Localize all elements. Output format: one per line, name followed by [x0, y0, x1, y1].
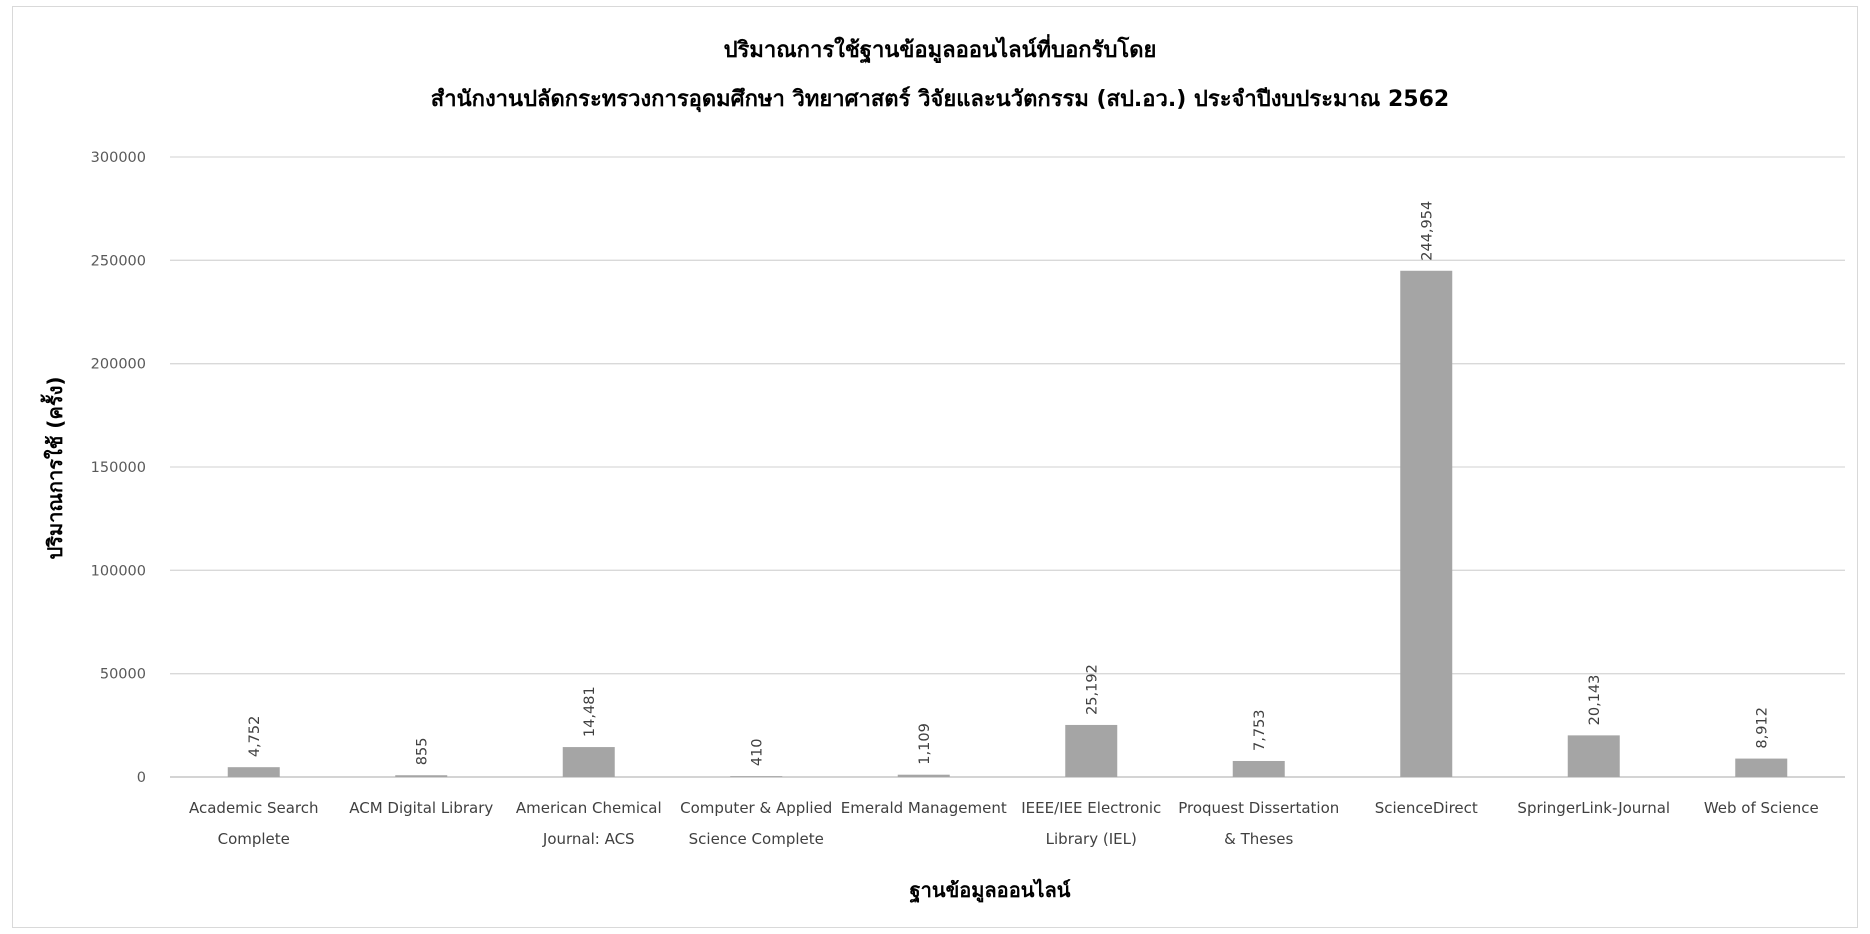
data-label: 4,752	[247, 716, 263, 758]
category-label: Emerald Management	[841, 799, 1007, 817]
data-label: 25,192	[1084, 664, 1100, 715]
category-label: Journal: ACS	[542, 830, 635, 848]
category-label: Academic Search	[189, 799, 319, 817]
bar	[897, 774, 950, 777]
category-label: American Chemical	[516, 799, 662, 817]
bar	[1400, 270, 1453, 777]
chart-title-line-2: สำนักงานปลัดกระทรวงการอุดมศึกษา วิทยาศาส…	[431, 86, 1449, 113]
data-label: 7,753	[1252, 709, 1268, 751]
x-axis-title: ฐานข้อมูลออนไลน์	[910, 878, 1071, 904]
y-tick-label: 50000	[100, 667, 146, 683]
bar	[1735, 758, 1788, 777]
bar	[1567, 735, 1620, 777]
data-label: 20,143	[1587, 675, 1603, 726]
y-tick-label: 300000	[91, 150, 146, 166]
category-label: IEEE/IEE Electronic	[1021, 799, 1161, 817]
y-tick-label: 200000	[91, 357, 146, 373]
data-label: 8,912	[1754, 707, 1770, 749]
category-label: ACM Digital Library	[349, 799, 493, 817]
bar	[1232, 760, 1285, 777]
category-label: Computer & Applied	[680, 799, 832, 817]
gridlines	[170, 156, 1845, 778]
data-label: 855	[414, 738, 430, 766]
category-label: & Theses	[1224, 830, 1293, 848]
y-tick-label: 250000	[91, 253, 146, 269]
y-tick-label: 100000	[91, 563, 146, 579]
bars	[227, 270, 1788, 777]
y-axis-ticks: 0 50000 100000 150000 200000 250000 300000	[91, 150, 146, 786]
data-label: 410	[749, 738, 765, 766]
y-axis-title: ปริมาณการใช้ (ครั้ง)	[40, 377, 67, 560]
category-label: SpringerLink-Journal	[1517, 799, 1670, 817]
bar	[395, 775, 448, 777]
bar	[562, 747, 615, 777]
data-label: 1,109	[917, 723, 933, 765]
category-label: Library (IEL)	[1046, 830, 1137, 848]
category-label: Web of Science	[1704, 799, 1819, 817]
data-label: 244,954	[1419, 201, 1435, 261]
category-label: Proquest Dissertation	[1178, 799, 1339, 817]
y-tick-label: 150000	[91, 460, 146, 476]
category-label: ScienceDirect	[1375, 799, 1478, 817]
bar	[227, 767, 280, 777]
bar	[730, 776, 783, 777]
data-label: 14,481	[582, 686, 598, 737]
category-label: Science Complete	[689, 830, 824, 848]
y-tick-label: 0	[137, 770, 146, 786]
category-label: Complete	[218, 830, 290, 848]
data-labels: 4,752 855 14,481 410 1,109 25,192 7,753 244,954…	[247, 201, 1771, 766]
chart-title-line-1: ปริมาณการใช้ฐานข้อมูลออนไลน์ที่บอกรับโดย	[724, 33, 1157, 64]
x-axis-categories: Academic Search Complete ACM Digital Libra…	[189, 799, 1819, 848]
bar	[1065, 724, 1118, 777]
